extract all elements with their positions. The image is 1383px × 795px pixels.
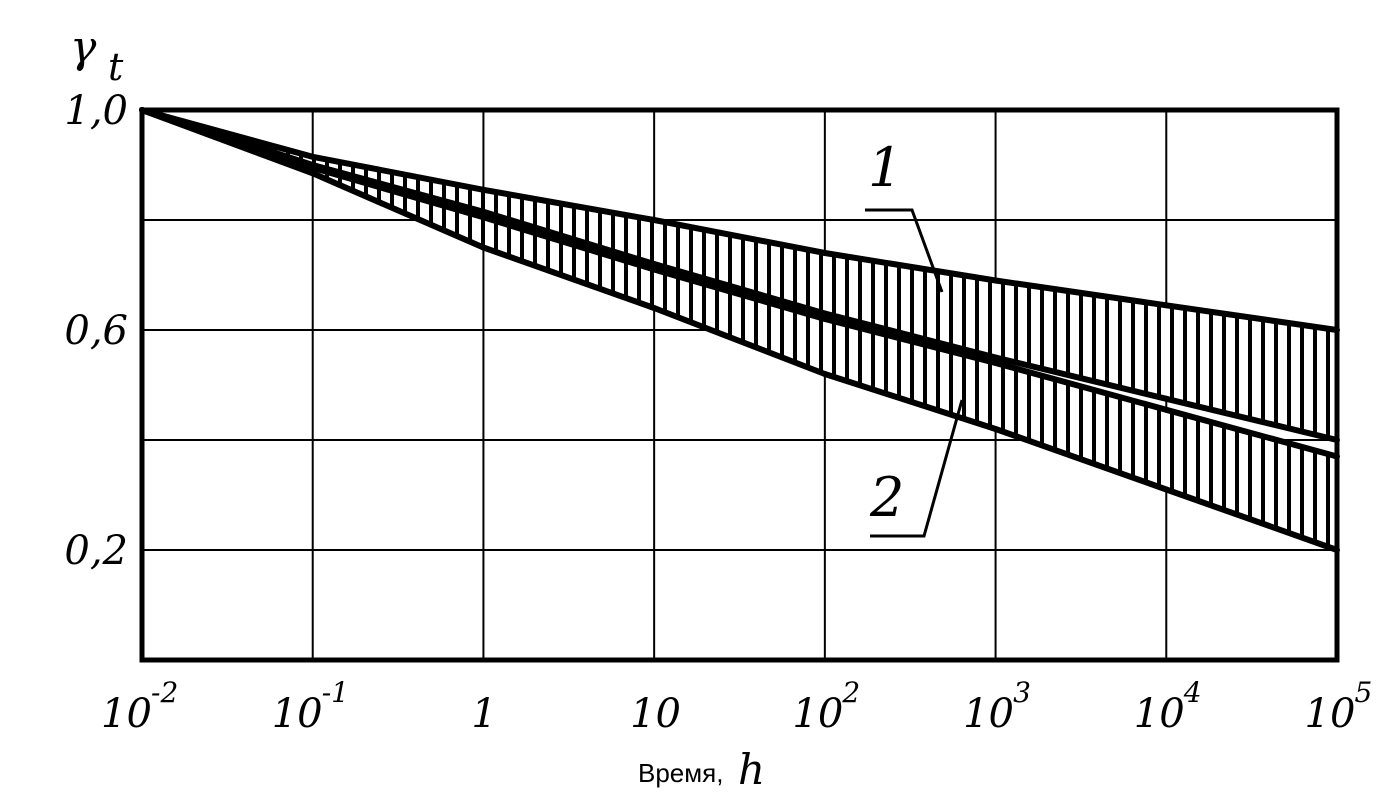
point-upper-1-5 — [992, 277, 999, 284]
x-tick-exp-0: -2 — [151, 676, 178, 709]
curve-label-1: 1 — [868, 136, 902, 199]
x-tick-exp-4: 2 — [841, 676, 860, 709]
x-axis-label-unit: h — [738, 745, 765, 794]
x-tick-label-3: 10 — [630, 691, 681, 737]
band-lower-edge-1 — [141, 107, 1338, 443]
y-tick-label-2: 0,2 — [64, 528, 128, 574]
x-tick-exp-6: 4 — [1183, 676, 1202, 709]
point-lower-1-3 — [651, 261, 658, 267]
y-ticks: 1,0 0,6 0,2 — [64, 88, 128, 574]
x-tick-base-4: 10 — [792, 691, 843, 737]
x-axis-label-text: Время, — [638, 758, 723, 788]
x-tick-label-7: 10 5 — [1305, 676, 1373, 737]
x-tick-exp-5: 3 — [1013, 676, 1031, 709]
x-tick-exp-1: -1 — [322, 676, 349, 709]
x-tick-base-7: 10 — [1305, 691, 1356, 737]
point-upper-1-4 — [821, 250, 828, 256]
point-lower-2-3 — [651, 305, 658, 311]
x-tick-label-2: 1 — [471, 691, 496, 737]
x-tick-label-0: 10 -2 — [101, 676, 178, 737]
point-upper-1-2 — [480, 186, 487, 193]
plot-frame — [139, 107, 1340, 663]
band-fill-2 — [142, 110, 1337, 550]
point-upper-2-5 — [992, 360, 999, 366]
x-axis-label: Время, h — [638, 745, 765, 794]
point-lower-2-1 — [309, 170, 316, 177]
band-fill-1 — [142, 110, 1337, 440]
curve-leader-2 — [870, 399, 964, 538]
x-tick-label-5: 10 3 — [963, 676, 1031, 737]
x-tick-base-0: 10 — [101, 691, 152, 737]
x-tick-exp-7: 5 — [1355, 676, 1373, 709]
point-upper-2-6 — [1163, 406, 1170, 413]
y-axis-label: γ t — [70, 22, 124, 89]
y-tick-label-0: 1,0 — [64, 88, 128, 134]
point-lower-1-5 — [992, 354, 999, 361]
y-tick-label-1: 0,6 — [64, 308, 128, 354]
point-lower-2-4 — [821, 371, 828, 377]
x-ticks: 10 -2 10 -1 1 10 10 2 10 3 10 4 10 5 — [101, 676, 1372, 737]
point-upper-2-3 — [651, 266, 658, 273]
point-upper-2-1 — [309, 164, 316, 171]
point-lower-1-4 — [821, 310, 828, 317]
point-upper-2-4 — [821, 316, 828, 322]
curve-label-2: 2 — [869, 466, 904, 529]
axes — [139, 107, 1340, 663]
x-tick-label-4: 10 2 — [792, 676, 860, 737]
y-axis-label-sub: t — [108, 45, 124, 89]
x-tick-base-1: 10 — [272, 691, 323, 737]
point-upper-1-1 — [309, 153, 316, 160]
x-tick-base-5: 10 — [963, 691, 1014, 737]
point-upper-2-2 — [480, 214, 487, 221]
x-tick-base-2: 1 — [471, 691, 496, 737]
point-upper-1-6 — [1163, 302, 1170, 309]
bands — [139, 107, 1340, 553]
x-tick-base-3: 10 — [630, 691, 681, 737]
curve-leader-1 — [865, 208, 944, 293]
point-lower-2-5 — [992, 426, 999, 432]
curve-labels: 12 — [865, 136, 964, 538]
point-lower-2-2 — [480, 244, 487, 251]
band-upper-edge-2 — [141, 107, 1338, 460]
band-upper-edge-1 — [141, 107, 1338, 333]
x-tick-label-6: 10 4 — [1134, 676, 1202, 737]
point-lower-2-6 — [1163, 486, 1170, 493]
x-tick-base-6: 10 — [1134, 691, 1185, 737]
x-tick-label-1: 10 -1 — [272, 676, 349, 737]
point-lower-1-2 — [480, 208, 487, 215]
y-axis-label-main: γ — [70, 22, 97, 73]
band-lower-edge-2 — [140, 107, 1339, 553]
point-upper-1-3 — [651, 217, 658, 223]
point-lower-1-6 — [1163, 395, 1170, 402]
